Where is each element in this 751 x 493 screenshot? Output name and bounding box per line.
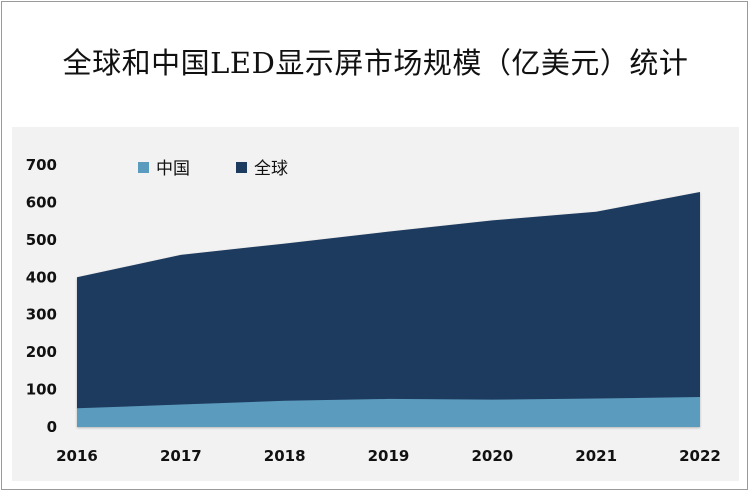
y-tick-label: 200 [26,343,57,361]
y-tick-label: 600 [26,193,57,211]
x-tick-label: 2019 [368,447,410,465]
legend-swatch [236,162,247,173]
y-tick-label: 0 [47,418,57,436]
y-tick-label: 400 [26,268,57,286]
x-axis: 2016 2017 2018 2019 2020 2021 2022 [56,447,721,465]
area-series-0 [77,397,700,427]
legend-label: 中国 [156,159,190,179]
x-tick-label: 2021 [575,447,617,465]
area-series-1 [77,191,700,427]
y-tick-label: 100 [26,381,57,399]
chart-title: 全球和中国LED显示屏市场规模（亿美元）统计 [62,46,689,80]
legend: 中国 全球 [138,159,288,179]
legend-swatch [138,162,149,173]
x-tick-label: 2020 [471,447,513,465]
x-tick-label: 2018 [264,447,306,465]
y-axis: 0 100 200 300 400 500 600 700 [26,156,57,436]
x-tick-label: 2016 [56,447,98,465]
x-tick-label: 2022 [679,447,721,465]
y-tick-label: 300 [26,306,57,324]
legend-label: 全球 [254,159,288,179]
y-tick-label: 500 [26,231,57,249]
y-tick-label: 700 [26,156,57,174]
x-tick-label: 2017 [160,447,202,465]
series-areas [77,191,700,427]
